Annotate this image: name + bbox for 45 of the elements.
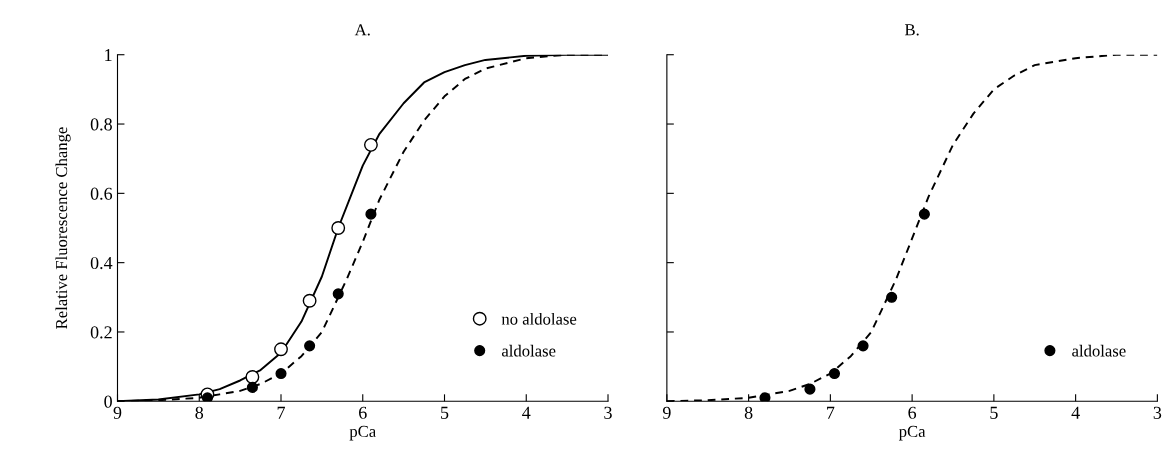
x-tick-label: 7	[827, 406, 835, 419]
x-tick-label: 9	[113, 406, 122, 419]
x-tick-label: 5	[990, 406, 998, 419]
point	[857, 340, 869, 352]
x-tick-label: 3	[604, 406, 612, 419]
x-tick-label: 4	[1071, 406, 1080, 419]
point	[804, 383, 816, 395]
legend-label: no aldolase	[501, 312, 577, 325]
y-tick-label: 0.8	[90, 118, 112, 131]
point	[304, 340, 316, 352]
x-tick-label: 6	[359, 406, 367, 419]
x-tick-label: 9	[662, 406, 671, 419]
x-tick-label: 8	[744, 406, 753, 419]
x-tick-label: 4	[522, 406, 531, 419]
point	[828, 367, 841, 380]
point	[275, 367, 287, 380]
y-axis-title: Relative Fluorescence Change	[55, 127, 71, 329]
y-tick-label: 0.6	[90, 187, 113, 200]
point	[363, 137, 378, 152]
point	[759, 392, 771, 402]
point	[274, 342, 288, 357]
chart-title: B.	[904, 24, 919, 36]
x-tick-label: 3	[1153, 406, 1162, 419]
x-axis-title: pCa	[898, 425, 926, 441]
point	[332, 288, 344, 300]
x-tick-label: 7	[277, 406, 285, 419]
point	[201, 392, 213, 402]
point	[246, 381, 258, 393]
y-tick-label: 0.2	[90, 326, 112, 339]
y-tick-label: 0	[104, 395, 112, 408]
x-tick-label: 6	[908, 406, 917, 419]
point	[365, 208, 377, 220]
x-tick-label: 5	[441, 406, 449, 419]
chart-title: A.	[354, 24, 370, 36]
point	[886, 291, 898, 303]
x-tick-label: 8	[195, 406, 204, 419]
point	[918, 208, 930, 220]
y-tick-label: 1	[105, 49, 112, 61]
legend-label: aldolase	[501, 344, 556, 357]
point	[331, 221, 346, 235]
legend-label: aldolase	[1072, 344, 1126, 357]
point	[245, 370, 260, 384]
point	[302, 293, 317, 308]
x-axis-title: pCa	[349, 425, 376, 441]
y-tick-label: 0.4	[90, 256, 113, 270]
